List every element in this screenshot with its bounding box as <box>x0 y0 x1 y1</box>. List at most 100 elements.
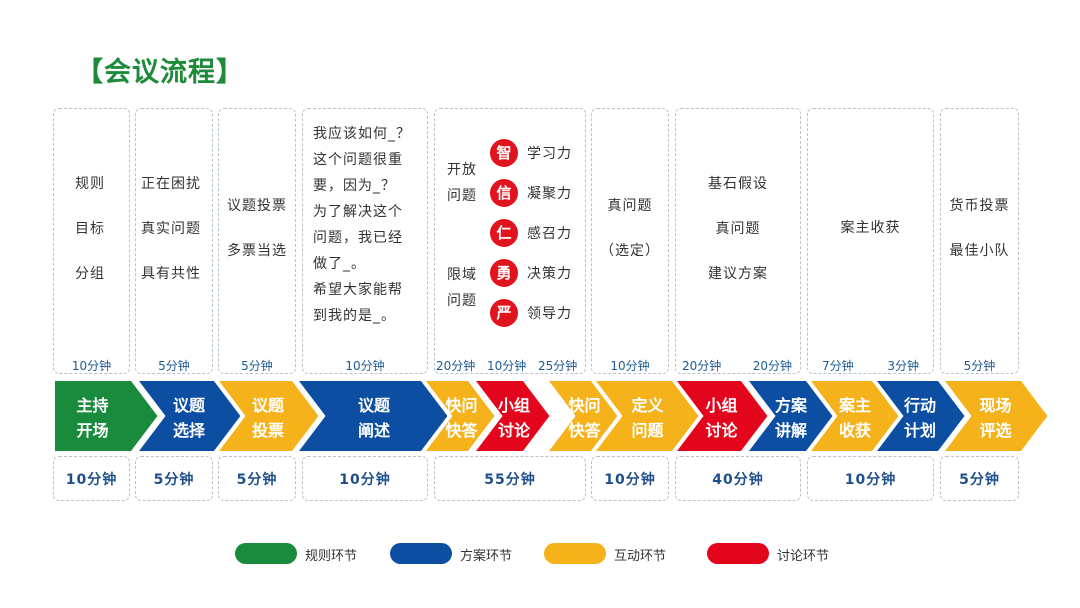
limited-question-label: 限域 <box>447 267 477 283</box>
total-duration-box: 5分钟 <box>940 456 1019 501</box>
detail-line: 最佳小队 <box>949 243 1010 259</box>
detail-line: 基石假设 <box>708 176 768 192</box>
open-question-label: 开放 <box>447 162 477 178</box>
virtue-badge: 信 <box>490 179 518 207</box>
step-chevron-rules <box>51 377 163 455</box>
legend-label: 讨论环节 <box>777 549 830 564</box>
detail-line: 这个问题很重 <box>313 152 403 168</box>
detail-line: 多票当选 <box>227 243 287 259</box>
segment-duration: 20分钟 <box>436 359 476 373</box>
stage-detail-box: 案主收获 7分钟 3分钟 <box>807 108 934 374</box>
stage-detail-box: 真问题 （选定） 10分钟 <box>591 108 669 374</box>
virtue-badge: 智 <box>490 139 518 167</box>
step-label: 评选 <box>979 421 1011 440</box>
step-chevron-discuss <box>668 377 773 455</box>
legend-swatch-plan <box>390 543 452 564</box>
total-duration: 10分钟 <box>844 472 897 488</box>
detail-line: 案主收获 <box>840 220 901 236</box>
step-label: 快问 <box>445 396 477 415</box>
detail-line: 为了解决这个 <box>313 204 403 220</box>
limited-question-label: 问题 <box>447 293 477 309</box>
detail-line: 分组 <box>75 266 105 282</box>
total-duration: 5分钟 <box>236 472 278 488</box>
step-label: 小组 <box>498 396 530 415</box>
stage-detail-box: 我应该如何_？ 这个问题很重 要，因为_？ 为了解决这个 问题，我已经 做了_。希望大家能… <box>302 108 428 374</box>
virtue-ability: 决策力 <box>527 266 572 282</box>
virtue-ability: 领导力 <box>527 306 572 322</box>
virtue-ability: 感召力 <box>527 226 572 242</box>
step-chevron-interact <box>417 377 500 455</box>
detail-line: 建议方案 <box>708 266 768 282</box>
legend-label: 规则环节 <box>305 549 358 564</box>
segment-duration: 7分钟 <box>822 359 854 373</box>
step-label: 议题 <box>358 396 391 415</box>
step-chevron-interact <box>936 377 1053 455</box>
total-duration: 40分钟 <box>712 472 764 488</box>
step-label: 议题 <box>252 396 285 415</box>
total-duration-box: 10分钟 <box>591 456 669 501</box>
step-label: 方案 <box>775 396 808 415</box>
virtue-badge: 勇 <box>490 259 518 287</box>
detail-line: 具有共性 <box>141 266 201 282</box>
step-label: 快问 <box>568 396 600 415</box>
step-label: 议题 <box>173 396 206 415</box>
step-label: 快答 <box>568 421 601 440</box>
legend-label: 方案环节 <box>460 549 513 564</box>
detail-line: 货币投票 <box>949 198 1010 214</box>
virtue-badge: 严 <box>490 299 518 327</box>
detail-line: （选定） <box>600 243 660 259</box>
stage-detail-box: 货币投票最佳小队 5分钟 <box>940 108 1019 374</box>
step-label: 讲解 <box>775 421 807 440</box>
step-label: 讨论 <box>705 421 738 440</box>
open-question-label: 问题 <box>447 188 477 204</box>
segment-duration: 5分钟 <box>963 359 996 373</box>
step-label: 现场 <box>979 396 1011 415</box>
virtue-ability: 学习力 <box>527 146 572 162</box>
segment-duration: 10分钟 <box>345 359 385 373</box>
segment-duration: 5分钟 <box>158 359 190 373</box>
total-duration-box: 10分钟 <box>807 456 934 501</box>
step-label: 计划 <box>904 421 936 440</box>
detail-line: 正在困扰 <box>141 176 201 192</box>
detail-line: 到我的是_。 <box>313 308 396 324</box>
stage-detail-box: 开放 问题 限域 问题智学习力信凝聚力仁感召力勇决策力严领导力 20分钟 10分钟 25分钟 <box>434 108 586 374</box>
total-duration-box: 55分钟 <box>434 456 586 501</box>
detail-line: 做了_。 <box>313 256 366 272</box>
step-label: 定义 <box>630 396 663 415</box>
step-label: 讨论 <box>498 421 531 440</box>
step-chevron-discuss <box>467 377 555 455</box>
detail-line: 真实问题 <box>141 221 201 237</box>
segment-duration: 10分钟 <box>610 359 650 373</box>
segment-duration: 10分钟 <box>487 359 527 373</box>
total-duration-box: 10分钟 <box>53 456 130 501</box>
step-label: 主持 <box>76 396 108 415</box>
total-duration: 5分钟 <box>959 472 1000 488</box>
detail-line: 问题，我已经 <box>313 230 403 246</box>
step-label: 投票 <box>252 421 284 440</box>
detail-line: 要，因为_？ <box>313 178 396 194</box>
page-title: 【会议流程】 <box>76 57 244 88</box>
total-duration-box: 40分钟 <box>675 456 801 501</box>
stage-detail-box: 基石假设真问题建议方案 20分钟 20分钟 <box>675 108 801 374</box>
step-label: 阐述 <box>358 421 390 440</box>
segment-duration: 20分钟 <box>752 359 792 373</box>
segment-duration: 20分钟 <box>682 359 722 373</box>
detail-line: 目标 <box>75 221 105 237</box>
total-duration-box: 5分钟 <box>135 456 213 501</box>
detail-line: 希望大家能帮 <box>313 282 403 298</box>
total-duration-box: 10分钟 <box>302 456 428 501</box>
total-duration: 10分钟 <box>65 472 118 488</box>
stage-detail-box: 议题投票 多票当选 5分钟 <box>218 108 296 374</box>
step-label: 收获 <box>839 421 871 440</box>
detail-line: 我应该如何_？ <box>313 126 411 142</box>
stage-detail-box: 规则 目标 分组 10分钟 <box>53 108 130 374</box>
total-duration: 5分钟 <box>153 472 195 488</box>
detail-line: 真问题 <box>715 221 761 237</box>
legend-swatch-interact <box>544 543 606 564</box>
legend-swatch-rules <box>235 543 297 564</box>
stage-detail-box: 正在困扰真实问题具有共性 5分钟 <box>135 108 213 374</box>
total-duration: 10分钟 <box>604 472 656 488</box>
legend-label: 互动环节 <box>614 549 667 564</box>
step-label: 问题 <box>631 421 664 440</box>
